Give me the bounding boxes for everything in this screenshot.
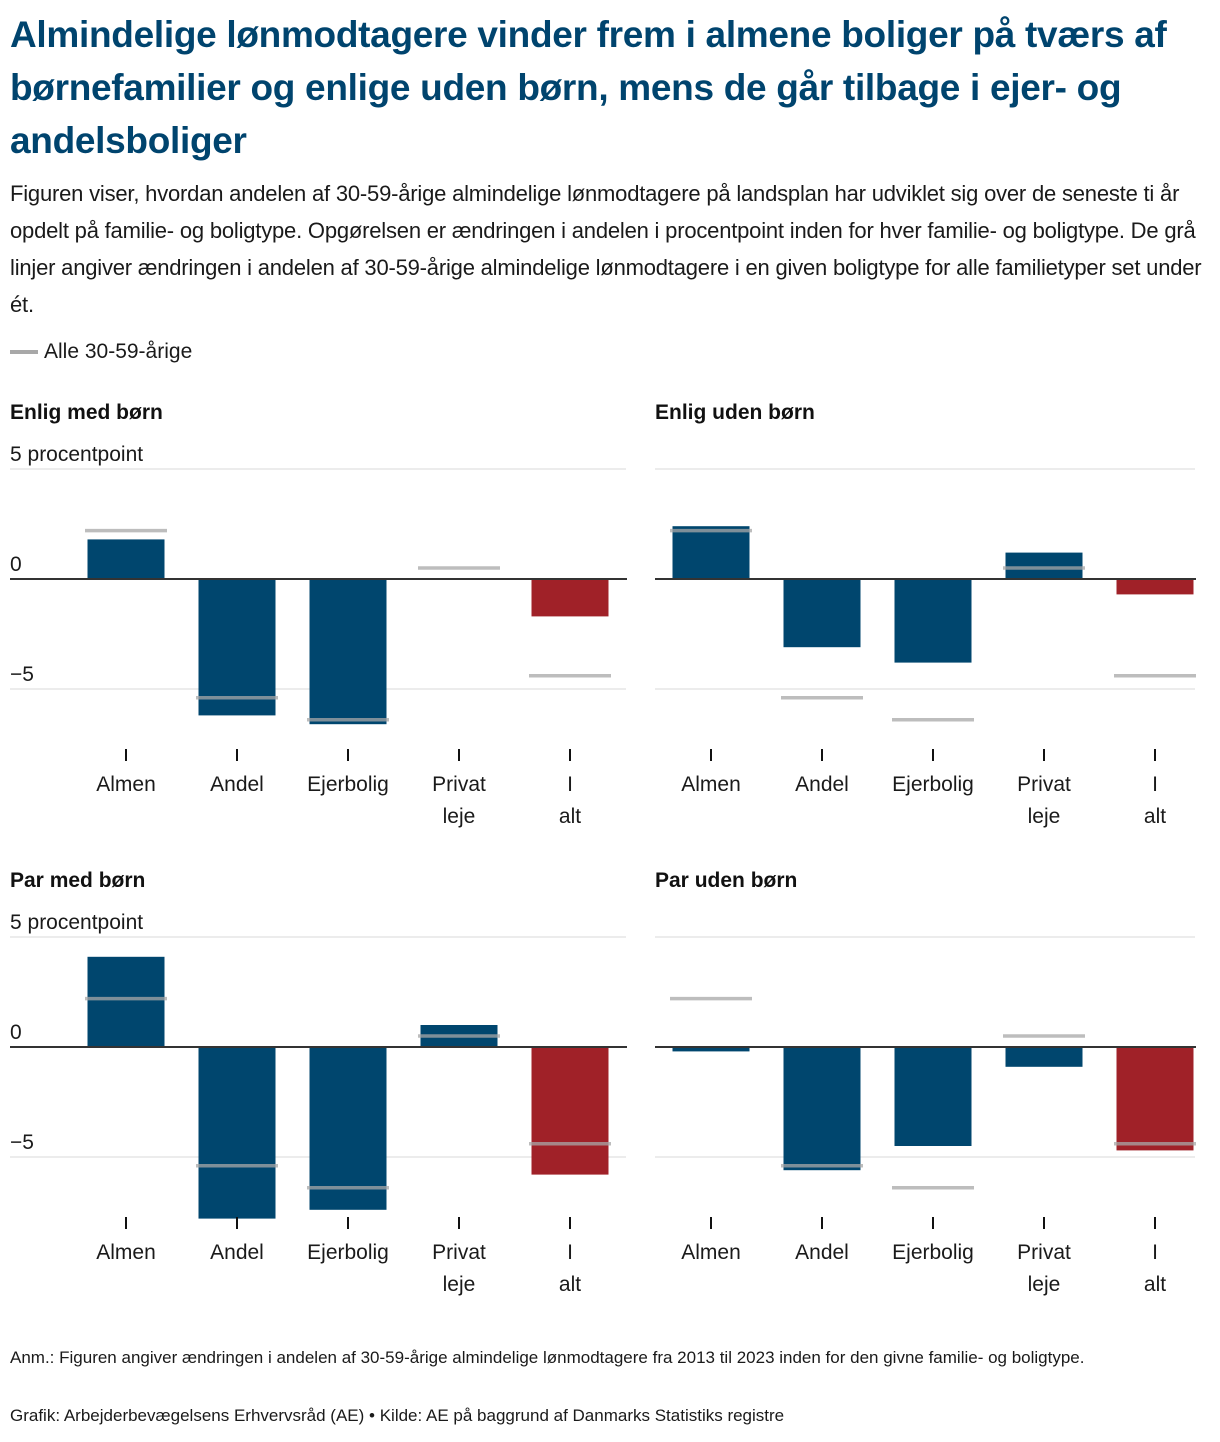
legend-reference-line-swatch bbox=[10, 350, 38, 354]
bar-2 bbox=[894, 1047, 972, 1146]
y-tick-label: 0 bbox=[10, 553, 22, 576]
x-category-label: Almen bbox=[681, 773, 741, 796]
x-category-label: Almen bbox=[681, 1241, 741, 1264]
x-category-label: Ejerbolig bbox=[307, 773, 389, 796]
bar-total-4 bbox=[1116, 1047, 1194, 1151]
chart-subtitle: Figuren viser, hvordan andelen af 30-59-… bbox=[10, 181, 1202, 317]
panel-title: Enlig uden børn bbox=[655, 401, 815, 424]
x-category-label: Andel bbox=[795, 773, 849, 796]
bar-2 bbox=[309, 579, 387, 725]
y-tick-label: −5 bbox=[10, 663, 34, 686]
bar-3 bbox=[1005, 552, 1083, 579]
legend: Alle 30-59-årige bbox=[10, 340, 192, 364]
x-category-label: Privat leje bbox=[432, 1241, 486, 1296]
y-tick-label: 5 procentpoint bbox=[10, 911, 143, 934]
source-credit: Grafik: Arbejderbevægelsens Erhvervsråd … bbox=[10, 1406, 785, 1425]
x-category-label: Andel bbox=[210, 773, 264, 796]
panel-title: Par med børn bbox=[10, 869, 145, 892]
bar-total-4 bbox=[531, 579, 609, 617]
x-category-label: Ejerbolig bbox=[892, 1241, 974, 1264]
x-category-label: Almen bbox=[96, 773, 156, 796]
bar-0 bbox=[672, 1047, 750, 1052]
x-category-label: Privat leje bbox=[1017, 1241, 1071, 1296]
panel-title: Par uden børn bbox=[655, 869, 797, 892]
x-category-label: Privat leje bbox=[432, 773, 486, 828]
x-category-label: Almen bbox=[96, 1241, 156, 1264]
bar-0 bbox=[87, 539, 165, 579]
legend-label: Alle 30-59-årige bbox=[44, 340, 193, 363]
y-tick-label: 5 procentpoint bbox=[10, 443, 143, 466]
x-category-label: Privat leje bbox=[1017, 773, 1071, 828]
bar-0 bbox=[87, 956, 165, 1047]
panel-title: Enlig med børn bbox=[10, 401, 163, 424]
chart-title: Almindelige lønmodtagere vinder frem i a… bbox=[10, 14, 1167, 161]
bar-total-4 bbox=[1116, 579, 1194, 595]
bar-2 bbox=[309, 1047, 387, 1210]
bar-1 bbox=[783, 579, 861, 648]
bar-1 bbox=[783, 1047, 861, 1171]
x-category-label: Andel bbox=[795, 1241, 849, 1264]
bar-1 bbox=[198, 579, 276, 716]
bar-total-4 bbox=[531, 1047, 609, 1175]
y-tick-label: 0 bbox=[10, 1021, 22, 1044]
footnote: Anm.: Figuren angiver ændringen i andele… bbox=[10, 1348, 1085, 1367]
bar-1 bbox=[198, 1047, 276, 1219]
bar-0 bbox=[672, 526, 750, 579]
y-tick-label: −5 bbox=[10, 1131, 34, 1154]
bar-2 bbox=[894, 579, 972, 663]
x-category-label: Andel bbox=[210, 1241, 264, 1264]
bar-3 bbox=[1005, 1047, 1083, 1067]
x-category-label: Ejerbolig bbox=[892, 773, 974, 796]
x-category-label: Ejerbolig bbox=[307, 1241, 389, 1264]
